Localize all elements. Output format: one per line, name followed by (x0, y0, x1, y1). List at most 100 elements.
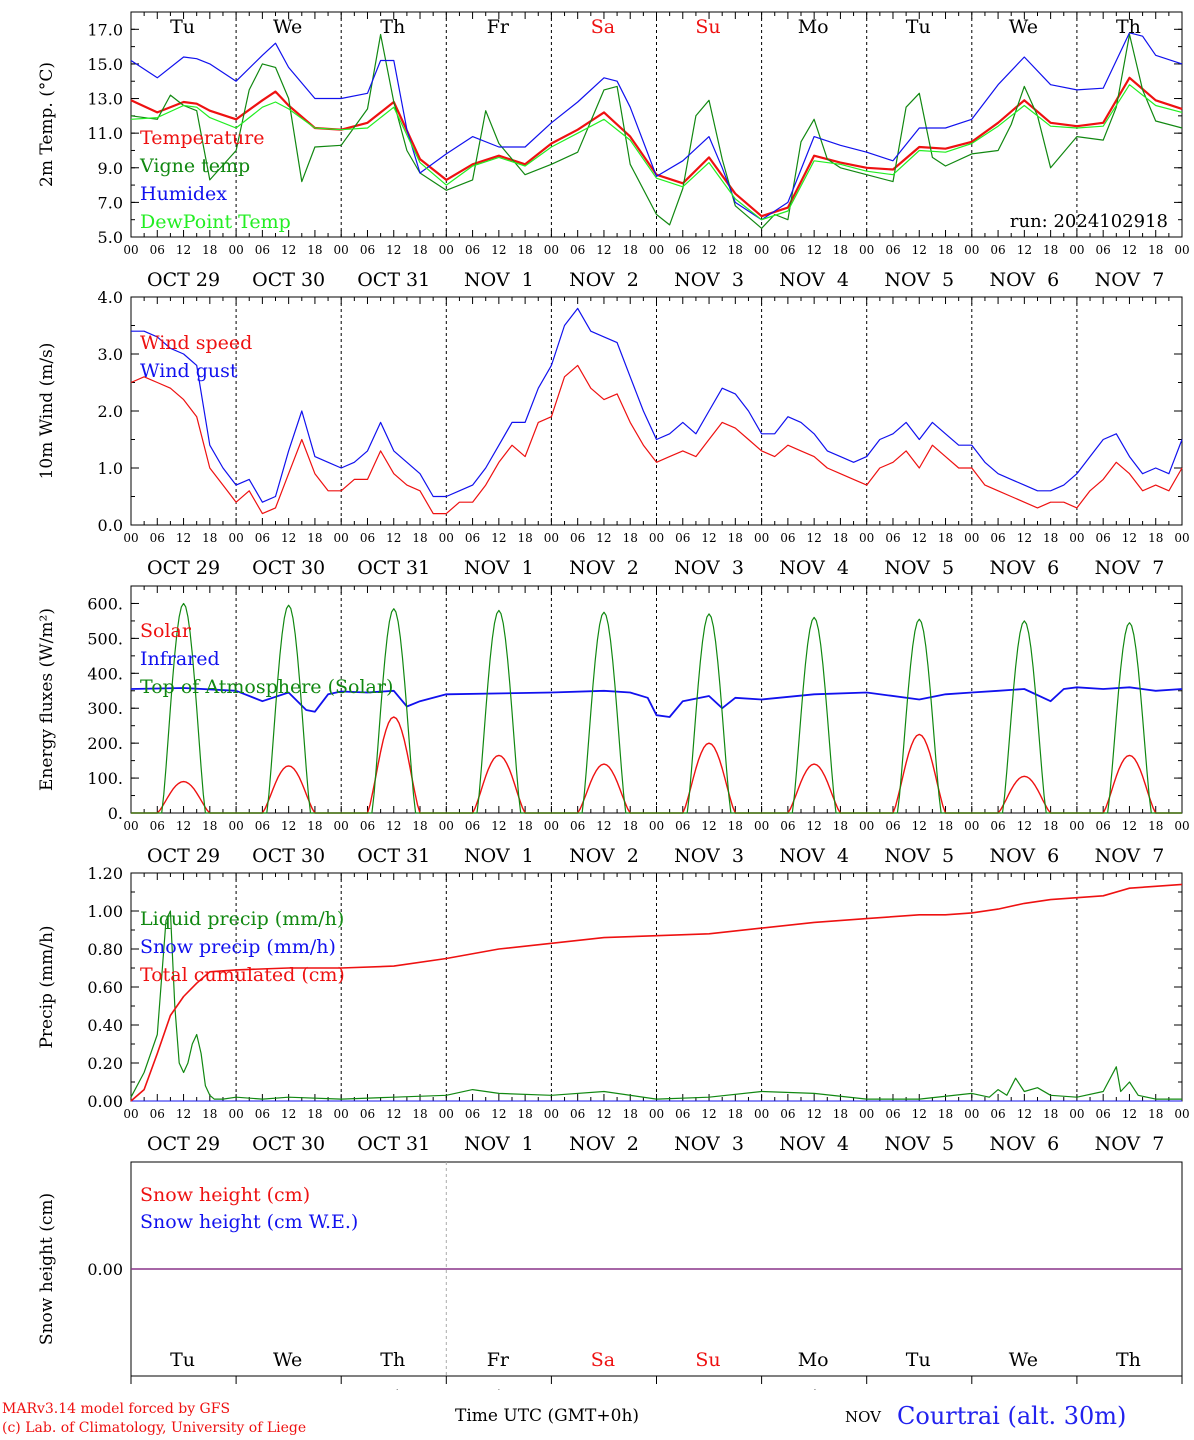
panel-2: 0.0 1.0 2.0 3.0 4.0 10m Wind (m/s) 00 06 12 18 00 0… (37, 288, 1190, 579)
legend-entry: Infrared (140, 648, 220, 670)
panel-5: 0.00 Snow height (cm) Snow height (cm) Snow… (37, 1161, 1183, 1390)
weekday-label: Sa (591, 16, 615, 38)
hour-tick-label: 18 (307, 1107, 322, 1121)
hour-tick-label: 18 (307, 819, 322, 833)
date-label: OCT 30 (252, 269, 325, 291)
hour-tick-label: 00 (544, 819, 559, 833)
y-tick-label: 500. (87, 629, 123, 648)
hour-tick-label: 00 (228, 819, 243, 833)
series-line-infrared (130, 686, 1183, 718)
date-label: NOV 3 (674, 269, 744, 291)
date-label: NOV 6 (989, 269, 1059, 291)
hour-tick-label: 18 (833, 1107, 848, 1121)
day-number-label: 3 (706, 1388, 713, 1390)
hour-tick-label: 18 (412, 531, 427, 545)
hour-tick-label: 12 (491, 531, 506, 545)
hour-tick-label: 12 (912, 819, 927, 833)
date-label: NOV 7 (1095, 557, 1165, 579)
hour-tick-label: 00 (544, 1107, 559, 1121)
hour-tick-label: 12 (1122, 819, 1137, 833)
hour-tick-label: 06 (1096, 243, 1111, 257)
y-axis-label: Energy fluxes (W/m²) (37, 608, 57, 791)
panel-1: 5.0 7.0 9.0 11.0 13.0 15.0 17.0 2m Temp. (°C) 00… (37, 11, 1190, 291)
hour-tick-label: 06 (360, 1107, 375, 1121)
hour-tick-label: 00 (649, 819, 664, 833)
hour-tick-label: 00 (1069, 819, 1084, 833)
y-tick-label: 300. (87, 699, 123, 718)
hour-tick-label: 00 (964, 531, 979, 545)
legend-entry: Total cumulated (cm) (140, 964, 345, 986)
date-label: NOV 1 (464, 269, 534, 291)
y-tick-label: 4.0 (98, 288, 123, 307)
hour-tick-label: 12 (701, 243, 716, 257)
date-label: NOV 3 (674, 845, 744, 867)
y-tick-label: 0.00 (87, 1092, 123, 1111)
hour-tick-label: 18 (1043, 1107, 1058, 1121)
hour-tick-label: 18 (1043, 531, 1058, 545)
hour-tick-label: 18 (517, 1107, 532, 1121)
date-label: OCT 31 (357, 845, 430, 867)
hour-tick-label: 06 (255, 243, 270, 257)
hour-tick-label: 06 (675, 243, 690, 257)
legend-entry: Humidex (140, 183, 227, 205)
hour-tick-label: 06 (465, 531, 480, 545)
hour-tick-label: 12 (1017, 819, 1032, 833)
hour-tick-label: 06 (885, 243, 900, 257)
date-label: NOV 6 (989, 845, 1059, 867)
series-line-wind-speed (130, 364, 1183, 515)
hour-tick-label: 06 (465, 819, 480, 833)
hour-tick-label: 00 (649, 243, 664, 257)
legend-entry: Solar (140, 620, 192, 642)
y-tick-label: 0.80 (87, 940, 123, 959)
run-label: run: 2024102918 (1010, 211, 1168, 232)
date-label: OCT 29 (147, 557, 220, 579)
legend-entry: Snow height (cm W.E.) (140, 1211, 358, 1233)
hour-tick-label: 00 (228, 1107, 243, 1121)
footer-lab: (c) Lab. of Climatology, University of L… (2, 1420, 307, 1436)
date-label: OCT 30 (252, 557, 325, 579)
legend-entry: Wind speed (140, 332, 252, 354)
hour-tick-label: 18 (728, 531, 743, 545)
hour-tick-label: 12 (807, 243, 822, 257)
hour-tick-label: 00 (228, 243, 243, 257)
hour-tick-label: 18 (938, 243, 953, 257)
hour-tick-label: 12 (701, 531, 716, 545)
legend-entry: Vigne temp (139, 155, 250, 177)
date-label: NOV 2 (569, 557, 639, 579)
hour-tick-label: 12 (491, 243, 506, 257)
hour-tick-label: 00 (754, 243, 769, 257)
hour-tick-label: 00 (859, 1107, 874, 1121)
date-label: NOV 4 (779, 557, 849, 579)
hour-tick-label: 06 (255, 819, 270, 833)
series-line-liquid-precip-mm-h (130, 910, 1182, 1100)
hour-tick-label: 06 (360, 243, 375, 257)
hour-tick-label: 00 (1174, 1107, 1189, 1121)
hour-tick-label: 00 (754, 531, 769, 545)
legend-entry: Snow height (cm) (140, 1184, 310, 1206)
hour-tick-label: 18 (728, 243, 743, 257)
legend-entry: DewPoint Temp (140, 211, 291, 233)
hour-tick-label: 12 (281, 243, 296, 257)
hour-tick-label: 18 (938, 819, 953, 833)
weekday-label: Tu (170, 16, 195, 38)
legend-entry: Top of Atmosphere (Solar) (140, 676, 393, 698)
hour-tick-label: 18 (517, 531, 532, 545)
hour-tick-label: 00 (754, 819, 769, 833)
weekday-label: Th (380, 16, 405, 38)
series-line-wind-gust (131, 307, 1183, 503)
hour-tick-label: 18 (202, 243, 217, 257)
date-label: OCT 29 (147, 1133, 220, 1155)
date-label: NOV 1 (464, 557, 534, 579)
date-label: NOV 2 (569, 269, 639, 291)
hour-tick-label: 06 (990, 243, 1005, 257)
hour-tick-label: 00 (859, 243, 874, 257)
hour-tick-label: 18 (833, 243, 848, 257)
hour-tick-label: 12 (176, 1107, 191, 1121)
y-tick-label: 2.0 (98, 402, 123, 421)
hour-tick-label: 06 (150, 243, 165, 257)
date-label: NOV 5 (884, 557, 954, 579)
date-label: NOV 2 (569, 845, 639, 867)
footer-station: Courtrai (alt. 30m) (897, 1402, 1127, 1430)
date-label: OCT 31 (357, 557, 430, 579)
footer-month: NOV (845, 1408, 881, 1426)
